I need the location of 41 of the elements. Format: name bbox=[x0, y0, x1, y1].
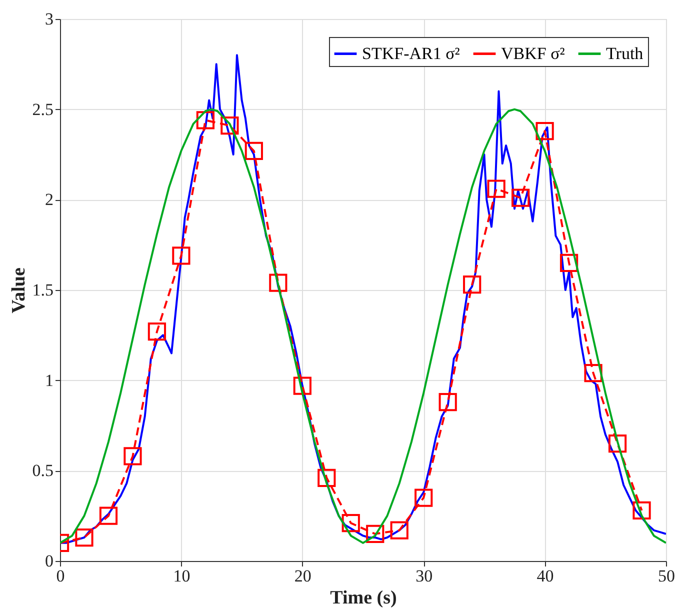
point bbox=[390, 521, 408, 540]
point bbox=[463, 276, 482, 294]
point bbox=[75, 528, 94, 547]
point bbox=[124, 447, 142, 466]
point bbox=[148, 322, 166, 341]
x-tick-label: 10 bbox=[173, 566, 190, 586]
x-tick-label: 50 bbox=[658, 566, 675, 586]
point bbox=[438, 392, 457, 412]
point bbox=[220, 116, 239, 135]
point bbox=[414, 488, 433, 507]
y-tick-label: 0 bbox=[45, 552, 54, 570]
point bbox=[293, 376, 312, 395]
point bbox=[196, 111, 215, 130]
point bbox=[584, 364, 602, 382]
y-tick-label: 3 bbox=[45, 10, 54, 28]
y-tick-label: 1 bbox=[45, 370, 54, 390]
legend-label: STKF-AR1 σ² bbox=[362, 44, 460, 63]
point bbox=[269, 274, 288, 292]
point bbox=[608, 434, 627, 453]
x-tick-label: 30 bbox=[416, 566, 433, 586]
y-tick-label: 0.5 bbox=[32, 461, 54, 480]
point bbox=[244, 142, 263, 160]
point bbox=[632, 501, 651, 520]
point bbox=[560, 254, 578, 272]
x-tick-label: 20 bbox=[294, 566, 312, 586]
point bbox=[172, 246, 190, 265]
point bbox=[366, 524, 384, 543]
x-tick-label: 40 bbox=[536, 566, 554, 586]
point bbox=[487, 180, 506, 198]
y-tick-label: 1.5 bbox=[32, 280, 54, 300]
legend-label: Truth bbox=[606, 44, 644, 63]
point bbox=[99, 506, 118, 525]
y-axis-title: Value bbox=[8, 268, 30, 314]
point bbox=[318, 468, 336, 487]
point bbox=[342, 514, 360, 532]
point bbox=[512, 188, 530, 207]
y-tick-label: 2.5 bbox=[32, 100, 54, 119]
x-axis-title: Time (s) bbox=[330, 588, 397, 608]
point bbox=[536, 122, 554, 140]
legend-label: VBKF σ² bbox=[501, 44, 565, 63]
y-tick-label: 2 bbox=[45, 190, 54, 210]
